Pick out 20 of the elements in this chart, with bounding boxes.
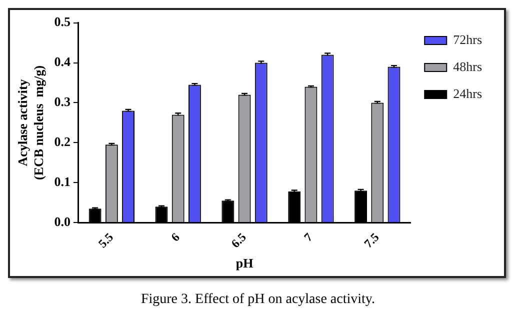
- y-tick-label: 0.3: [54, 94, 71, 110]
- x-tick-label: 6: [168, 230, 182, 244]
- y-tick-label: 0.4: [54, 54, 71, 70]
- bar: [354, 190, 368, 222]
- legend-label: 48hrs: [453, 58, 482, 74]
- bar: [222, 200, 234, 222]
- bar: [288, 191, 301, 222]
- x-tick-label: 7.5: [361, 230, 382, 251]
- caption: Figure 3. Effect of pH on acylase activity.: [140, 292, 376, 308]
- legend-label: 72hrs: [453, 32, 482, 47]
- y-tick-label: 0.2: [54, 134, 70, 150]
- x-tick-label: 6.5: [228, 230, 249, 251]
- x-axis-title: pH: [236, 256, 254, 271]
- y-tick-label: 0.5: [54, 14, 71, 30]
- y-tick-label: 0.1: [54, 174, 70, 190]
- x-tick-label: 5.5: [95, 230, 116, 251]
- x-tick-label: 7: [301, 230, 316, 244]
- y-axis-title: Acylase activity (ECB nucleus mg/g): [15, 65, 46, 180]
- y-tick-label: 0.0: [54, 214, 70, 229]
- legend-label: 24hrs: [453, 86, 482, 101]
